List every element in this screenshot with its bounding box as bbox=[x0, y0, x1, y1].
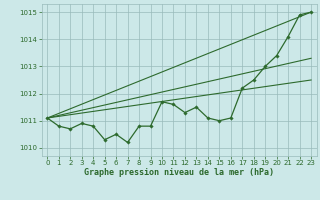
X-axis label: Graphe pression niveau de la mer (hPa): Graphe pression niveau de la mer (hPa) bbox=[84, 168, 274, 177]
